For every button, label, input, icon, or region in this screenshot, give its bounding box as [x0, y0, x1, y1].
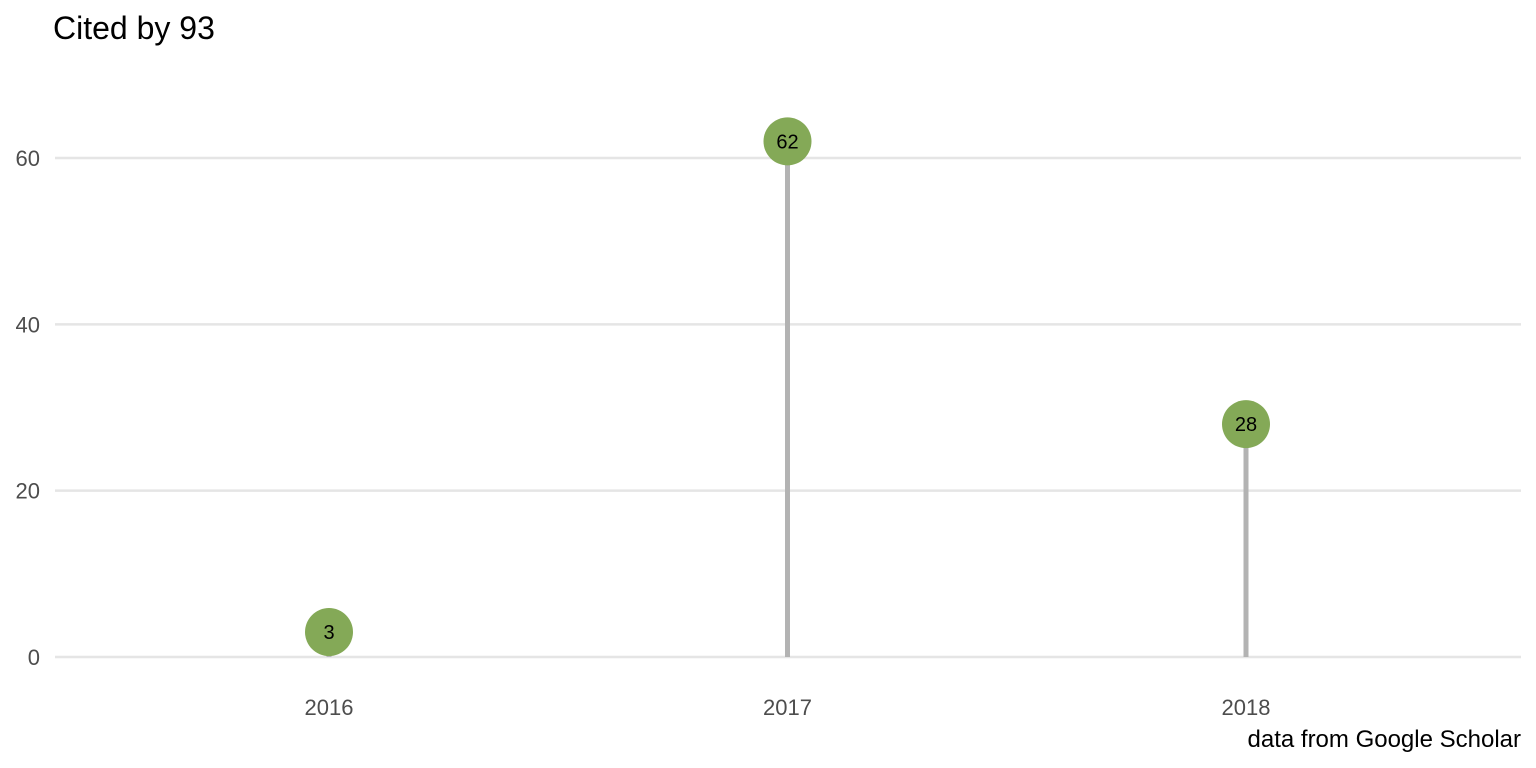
chart-caption: data from Google Scholar — [1248, 726, 1521, 753]
point-2017 — [763, 117, 812, 166]
point-2016 — [305, 608, 353, 657]
point-2018 — [1222, 400, 1270, 449]
y-tick-label: 20 — [16, 479, 40, 504]
chart-title: Cited by 93 — [53, 10, 215, 46]
y-tick-label: 0 — [28, 645, 40, 670]
data-label-2018: 28 — [1235, 414, 1257, 436]
data-label-2016: 3 — [323, 622, 334, 644]
x-tick-label: 2017 — [763, 695, 812, 720]
y-tick-label: 60 — [16, 146, 40, 171]
data-label-2017: 62 — [776, 131, 798, 153]
lollipop-points: 3 62 28 — [305, 117, 1270, 657]
x-tick-label: 2016 — [305, 695, 354, 720]
lollipop-stems — [326, 141, 1249, 657]
y-tick-label: 40 — [16, 312, 40, 337]
x-axis-tick-labels: 2016 2017 2018 — [305, 695, 1271, 720]
x-tick-label: 2018 — [1222, 695, 1271, 720]
y-axis-tick-labels: 0 20 40 60 — [16, 146, 40, 670]
